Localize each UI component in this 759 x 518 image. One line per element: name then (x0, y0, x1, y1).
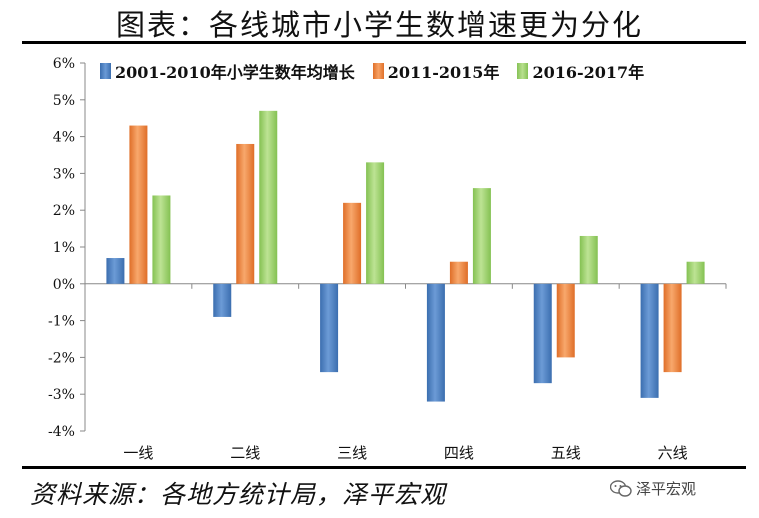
bar-3-2 (259, 110, 278, 284)
source-note: 资料来源：各地方统计局，泽平宏观 (30, 480, 447, 509)
legend-label-series-2: 2011-2015年 (387, 63, 500, 82)
bar-1-3 (320, 283, 339, 373)
legend-swatch-series-3 (517, 63, 529, 79)
x-tick-label: 五线 (551, 444, 581, 462)
watermark: 泽平宏观 (610, 478, 696, 499)
bar-1-4 (426, 283, 445, 402)
y-tick-label: 6% (53, 56, 75, 72)
bar-2-3 (343, 202, 362, 284)
x-tick-label: 六线 (658, 444, 688, 462)
legend-label-series-1: 2001-2010年小学生数年均增长 (115, 63, 355, 82)
bar-2-1 (129, 125, 148, 284)
y-tick-label: 3% (53, 166, 75, 182)
chart-title: 图表：各线城市小学生数增速更为分化 (115, 8, 643, 42)
y-tick-label: -1% (48, 314, 75, 330)
bar-3-6 (686, 261, 705, 284)
legend-swatch-series-2 (372, 63, 384, 79)
y-tick-label: 2% (53, 203, 75, 219)
y-tick-label: -4% (48, 424, 75, 440)
x-tick-label: 一线 (123, 444, 153, 462)
x-tick-label: 四线 (444, 444, 474, 462)
legend-item-series-1: 2001-2010年小学生数年均增长 (100, 59, 355, 83)
bar-2-5 (556, 283, 575, 358)
y-tick-label: 5% (53, 93, 75, 109)
legend-item-series-3: 2016-2017年 (517, 59, 644, 83)
legend-swatch-series-1 (100, 63, 111, 79)
x-tick-label: 二线 (230, 444, 260, 462)
y-tick-label: 4% (53, 130, 75, 146)
y-tick-label: 0% (53, 277, 75, 293)
bar-3-1 (152, 195, 171, 284)
bar-1-6 (640, 283, 659, 398)
bar-2-2 (236, 143, 255, 284)
watermark-text: 泽平宏观 (636, 480, 697, 498)
bar-1-2 (213, 283, 232, 317)
y-tick-label: 1% (53, 240, 75, 256)
bar-1-5 (533, 283, 552, 384)
y-tick-label: -3% (48, 387, 75, 403)
bar-3-3 (366, 162, 385, 284)
bar-2-6 (663, 283, 682, 373)
x-tick-label: 三线 (337, 444, 367, 462)
y-tick-label: -2% (48, 350, 75, 366)
bar-1-1 (106, 258, 125, 284)
bar-3-4 (472, 188, 491, 284)
bar-2-4 (449, 261, 468, 284)
wechat-icon (610, 479, 632, 497)
bottom-rule (22, 466, 746, 469)
legend-item-series-2: 2011-2015年 (372, 59, 500, 83)
legend: 2001-2010年小学生数年均增长 2011-2015年 2016-2017年 (100, 59, 644, 83)
legend-label-series-3: 2016-2017年 (532, 63, 645, 82)
bar-3-5 (579, 235, 598, 284)
top-rule (22, 41, 746, 44)
